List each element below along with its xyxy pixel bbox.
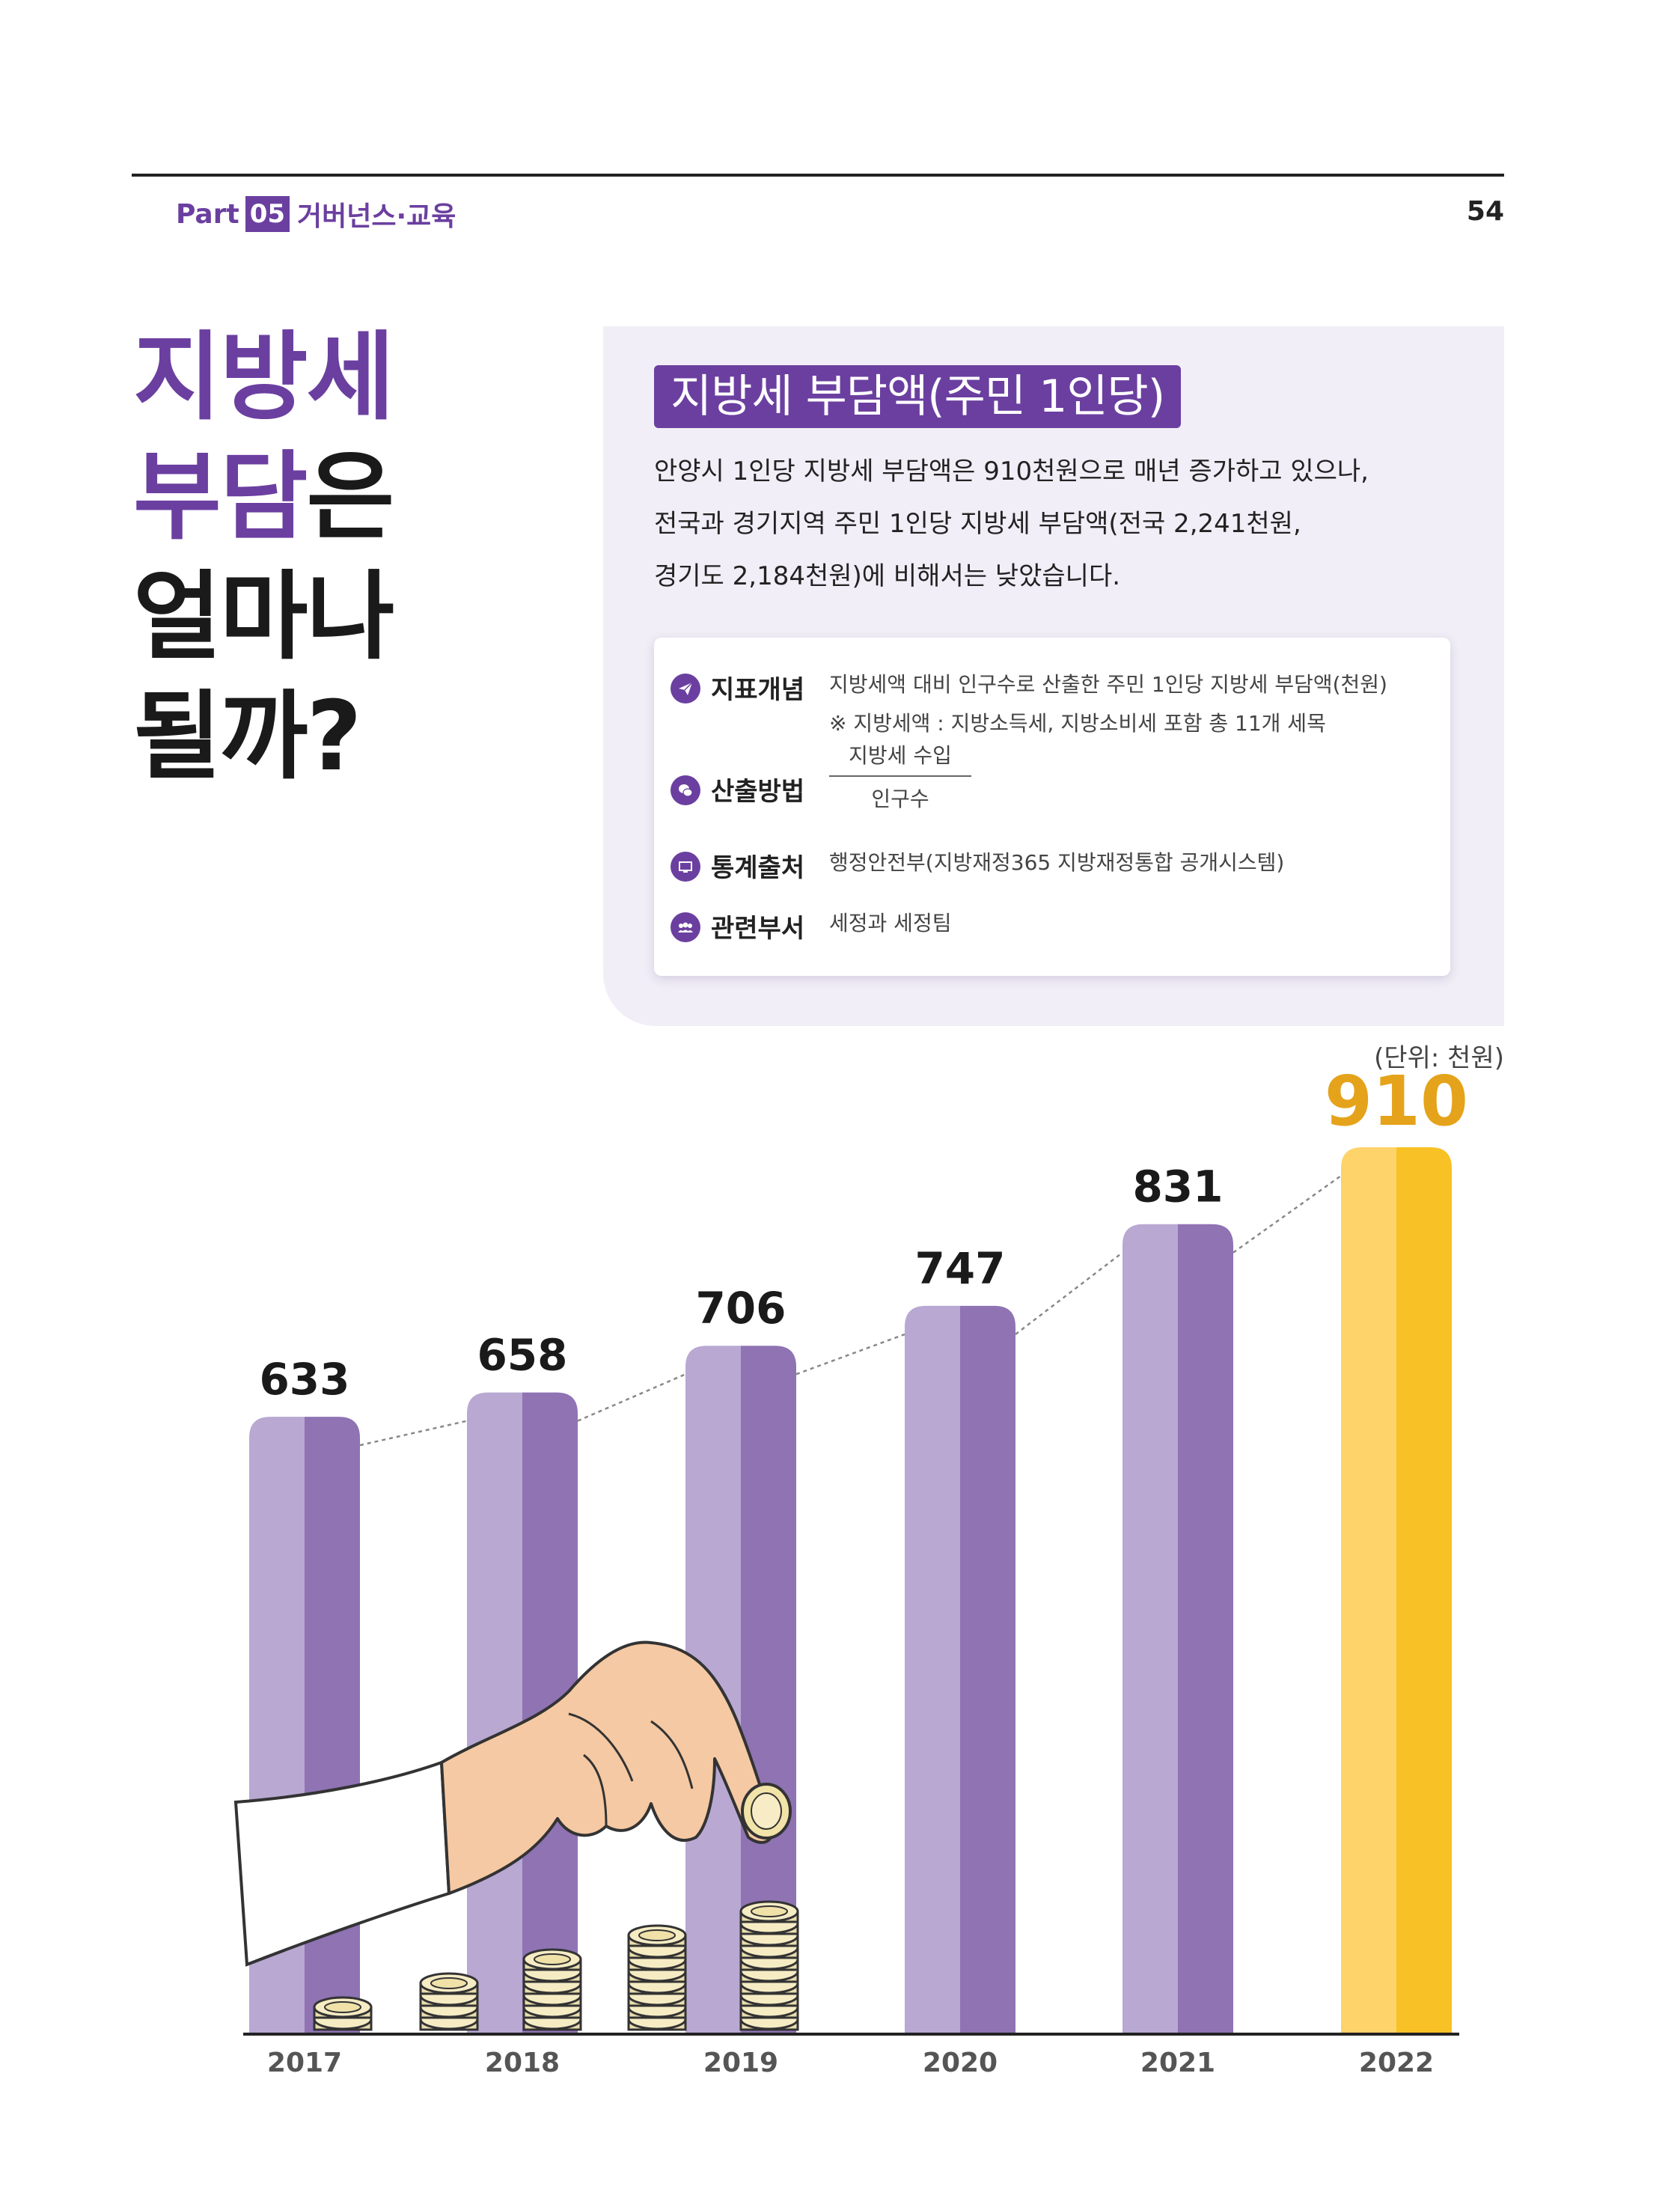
- row-method-label: 산출방법: [711, 777, 805, 807]
- bar-2020: [905, 1305, 1015, 2033]
- part-word: Part: [176, 198, 239, 230]
- row-dept-value: 세정과 세정팀: [829, 911, 952, 935]
- hand-illustration: [440, 1640, 775, 1895]
- value-label-2021: 831: [1132, 1162, 1223, 1212]
- bar-2021: [1122, 1224, 1233, 2033]
- info-desc-line-3: 경기도 2,184천원)에 비해서는 낮았습니다.: [654, 561, 1121, 591]
- category-label-2017: 2017: [267, 2048, 342, 2078]
- bar-2022: [1341, 1147, 1452, 2033]
- hand-coins-illustration: [233, 1640, 775, 1967]
- value-label-2020: 747: [914, 1243, 1005, 1294]
- coin-stack-illustration: [313, 1996, 373, 2031]
- bars-layer: [249, 1147, 1452, 2033]
- held-coin-illustration: [741, 1783, 792, 1840]
- title-line-4: 될까?: [133, 681, 362, 793]
- value-label-2019: 706: [695, 1283, 786, 1334]
- row-concept-value: 지방세액 대비 인구수로 산출한 주민 1인당 지방세 부담액(천원): [829, 672, 1387, 697]
- indicator-card: 지표개념 지방세액 대비 인구수로 산출한 주민 1인당 지방세 부담액(천원)…: [654, 638, 1450, 976]
- trend-segment: [1232, 1174, 1342, 1254]
- category-label-2020: 2020: [923, 2048, 998, 2078]
- category-label-2019: 2019: [703, 2048, 778, 2078]
- trend-line-layer: [359, 1174, 1342, 1447]
- category-label-2022: 2022: [1359, 2048, 1434, 2078]
- title-line-2-highlight: 부담: [133, 442, 308, 553]
- coins-layer: [313, 1783, 799, 2031]
- info-desc-line-1: 안양시 1인당 지방세 부담액은 910천원으로 매년 증가하고 있으나,: [654, 457, 1369, 486]
- part-label: Part 05 거버넌스·교육: [176, 193, 456, 235]
- paper-plane-icon: [671, 674, 700, 703]
- info-heading: 지방세 부담액(주민 1인당): [654, 365, 1182, 428]
- trend-segment: [795, 1333, 905, 1376]
- row-source-value: 행정안전부(지방재정365 지방재정통합 공개시스템): [829, 850, 1285, 875]
- value-label-2022: 910: [1325, 1061, 1468, 1141]
- people-icon: [671, 912, 700, 942]
- trend-segment: [577, 1373, 686, 1422]
- title-line-1: 지방세: [133, 322, 394, 433]
- labels-layer: 633 2017 658 2018 706 2019 747 2020 831 2021 910 20…: [259, 1061, 1468, 2078]
- title-line-2: 부담은: [133, 438, 395, 558]
- coin-stack-illustration: [419, 1972, 479, 2031]
- title-line-2-rest: 은: [306, 442, 395, 553]
- monitor-icon: [671, 852, 700, 882]
- row-concept-note: ※ 지방세액 : 지방소득세, 지방소비세 포함 총 11개 세목: [829, 711, 1326, 736]
- row-dept-label: 관련부서: [711, 914, 805, 944]
- formula: 지방세 수입 인구수: [829, 739, 971, 813]
- formula-numerator: 지방세 수입: [829, 739, 971, 777]
- page-number: 54: [1466, 196, 1504, 227]
- title-line-3: 얼마나: [133, 561, 394, 673]
- trend-segment: [359, 1420, 468, 1447]
- coin-stack-illustration: [627, 1924, 687, 2031]
- row-source-label: 통계출처: [711, 853, 805, 883]
- header-rule: [132, 174, 1504, 177]
- trend-segment: [1015, 1251, 1123, 1335]
- formula-denominator: 인구수: [871, 787, 929, 811]
- chat-bubble-icon: [671, 775, 700, 805]
- info-description: 안양시 1인당 지방세 부담액은 910천원으로 매년 증가하고 있으나, 전국…: [654, 445, 1485, 602]
- unit-label: (단위: 천원): [1374, 1043, 1504, 1073]
- coin-stack-illustration: [522, 1948, 582, 2031]
- category-label-2021: 2021: [1140, 2048, 1215, 2078]
- info-desc-line-2: 전국과 경기지역 주민 1인당 지방세 부담액(전국 2,241천원,: [654, 509, 1301, 539]
- coin-stack-illustration: [739, 1900, 799, 2031]
- category-label-2018: 2018: [485, 2048, 560, 2078]
- part-title: 거버넌스·교육: [297, 201, 456, 232]
- value-label-2017: 633: [259, 1354, 349, 1405]
- page-title: 지방세 부담은 얼마나 될까?: [133, 318, 395, 797]
- part-number: 05: [245, 196, 290, 232]
- row-concept-label: 지표개념: [711, 675, 805, 705]
- value-label-2018: 658: [477, 1330, 567, 1381]
